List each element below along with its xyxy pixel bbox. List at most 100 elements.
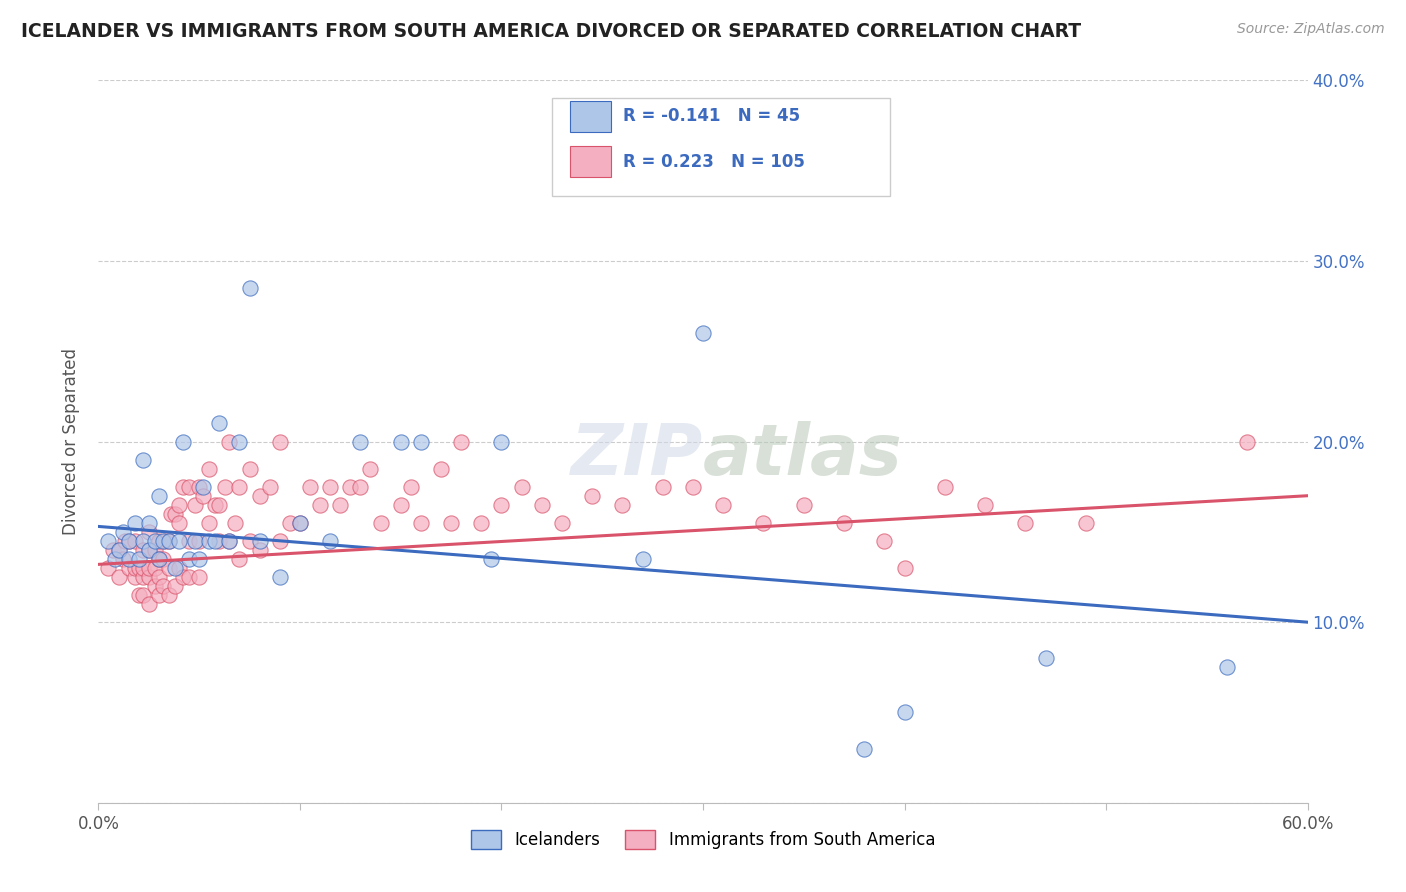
- Point: [893, 561, 915, 575]
- Point: [148, 552, 170, 566]
- Point: [278, 516, 301, 530]
- Point: [107, 570, 129, 584]
- Point: [124, 516, 146, 530]
- Point: [218, 533, 240, 548]
- Point: [118, 533, 141, 548]
- Point: [114, 533, 136, 548]
- Point: [228, 480, 250, 494]
- Point: [148, 489, 170, 503]
- Point: [208, 417, 231, 431]
- Point: [682, 480, 704, 494]
- Y-axis label: Divorced or Separated: Divorced or Separated: [62, 348, 80, 535]
- Point: [172, 480, 194, 494]
- Point: [239, 281, 262, 295]
- Point: [339, 480, 361, 494]
- Point: [249, 489, 271, 503]
- Point: [349, 480, 371, 494]
- Point: [399, 480, 422, 494]
- Point: [153, 533, 176, 548]
- Point: [132, 561, 155, 575]
- Point: [111, 524, 134, 539]
- Point: [157, 561, 180, 575]
- FancyBboxPatch shape: [569, 145, 612, 178]
- Text: R = 0.223   N = 105: R = 0.223 N = 105: [623, 153, 806, 170]
- Point: [179, 552, 201, 566]
- Point: [349, 434, 371, 449]
- Point: [832, 516, 855, 530]
- Point: [269, 570, 291, 584]
- Point: [179, 570, 201, 584]
- Point: [409, 434, 432, 449]
- Point: [124, 570, 146, 584]
- Point: [430, 461, 453, 475]
- Point: [269, 434, 291, 449]
- Point: [208, 498, 231, 512]
- Point: [193, 480, 215, 494]
- Point: [167, 561, 190, 575]
- Point: [172, 570, 194, 584]
- Point: [128, 561, 150, 575]
- Point: [198, 516, 221, 530]
- Point: [148, 533, 170, 548]
- Point: [167, 498, 190, 512]
- Point: [143, 561, 166, 575]
- Point: [1216, 660, 1239, 674]
- Text: ZIP: ZIP: [571, 422, 703, 491]
- Point: [934, 480, 956, 494]
- Point: [309, 498, 332, 512]
- Point: [389, 498, 412, 512]
- Point: [138, 542, 160, 557]
- Point: [319, 480, 342, 494]
- Point: [97, 561, 120, 575]
- Point: [269, 533, 291, 548]
- Point: [793, 498, 815, 512]
- Point: [148, 552, 170, 566]
- Point: [107, 542, 129, 557]
- Point: [631, 552, 654, 566]
- Point: [103, 552, 125, 566]
- Point: [470, 516, 492, 530]
- Point: [259, 480, 281, 494]
- Point: [184, 533, 207, 548]
- Point: [873, 533, 896, 548]
- Point: [752, 516, 775, 530]
- Point: [163, 561, 186, 575]
- Point: [97, 533, 120, 548]
- Point: [228, 434, 250, 449]
- Point: [124, 561, 146, 575]
- Point: [360, 461, 382, 475]
- Point: [179, 480, 201, 494]
- Point: [143, 579, 166, 593]
- Point: [491, 434, 513, 449]
- Point: [1074, 516, 1097, 530]
- Point: [249, 542, 271, 557]
- Point: [193, 489, 215, 503]
- Legend: Icelanders, Immigrants from South America: Icelanders, Immigrants from South Americ…: [464, 823, 942, 856]
- Text: R = -0.141   N = 45: R = -0.141 N = 45: [623, 107, 800, 126]
- Point: [218, 533, 240, 548]
- Point: [288, 516, 311, 530]
- Point: [409, 516, 432, 530]
- Point: [228, 552, 250, 566]
- Point: [128, 588, 150, 602]
- Point: [1014, 516, 1036, 530]
- Point: [288, 516, 311, 530]
- Point: [551, 516, 574, 530]
- Point: [184, 498, 207, 512]
- Point: [157, 533, 180, 548]
- Point: [167, 533, 190, 548]
- Point: [138, 597, 160, 611]
- Point: [491, 498, 513, 512]
- Point: [148, 570, 170, 584]
- Point: [1236, 434, 1258, 449]
- Point: [853, 741, 876, 756]
- Point: [132, 452, 155, 467]
- Point: [188, 570, 211, 584]
- Point: [111, 552, 134, 566]
- Point: [198, 461, 221, 475]
- FancyBboxPatch shape: [551, 98, 890, 196]
- Point: [370, 516, 392, 530]
- Point: [692, 326, 714, 340]
- Point: [124, 533, 146, 548]
- Point: [481, 552, 503, 566]
